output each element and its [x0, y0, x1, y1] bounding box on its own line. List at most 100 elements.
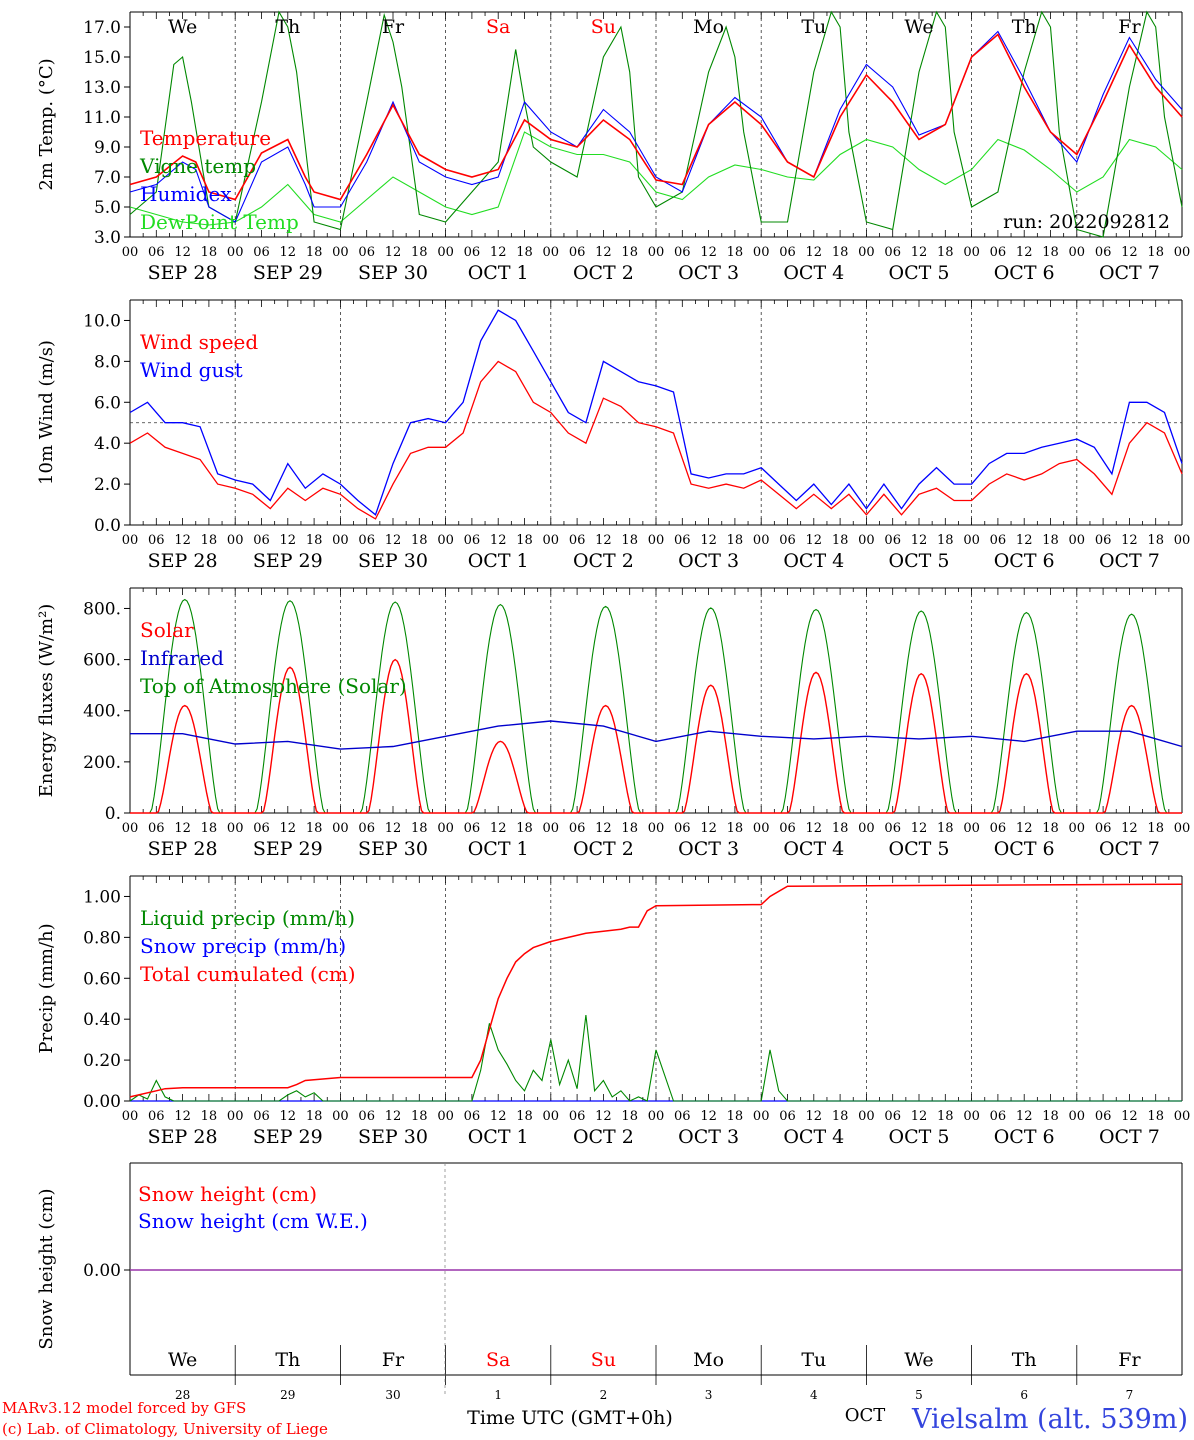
energy-hour-tick-label: 18: [621, 821, 638, 836]
temp-date-label: SEP 28: [148, 262, 218, 284]
precip-hour-tick-label: 00: [227, 1109, 244, 1124]
temp-hour-tick-label: 06: [148, 245, 165, 260]
temp-hour-tick-label: 12: [911, 245, 928, 260]
precip-date-label: OCT 2: [573, 1126, 634, 1148]
precip-date-label: SEP 30: [358, 1126, 428, 1148]
wind-hour-tick-label: 18: [411, 533, 428, 548]
model-credit: MARv3.12 model forced by GFS: [2, 1399, 246, 1417]
temp-date-label: OCT 6: [994, 262, 1055, 284]
precip-date-label: SEP 28: [148, 1126, 218, 1148]
x-axis-title: Time UTC (GMT+0h): [467, 1407, 673, 1429]
energy-date-label: SEP 30: [358, 838, 428, 860]
precip-hour-tick-label: 18: [937, 1109, 954, 1124]
snow-daynum-label: 6: [1020, 1388, 1028, 1402]
temp-weekday-label: Fr: [1118, 16, 1141, 38]
energy-legend-entry: Top of Atmosphere (Solar): [140, 674, 407, 698]
temp-hour-tick-label: 12: [806, 245, 823, 260]
precip-legend-entry: Total cumulated (cm): [140, 962, 356, 986]
precip-ytick-label: 0.20: [83, 1051, 121, 1071]
wind-hour-tick-label: 06: [569, 533, 586, 548]
precip-hour-tick-label: 00: [437, 1109, 454, 1124]
precip-hour-tick-label: 18: [727, 1109, 744, 1124]
temp-series-line: [129, 10, 1183, 238]
temp-hour-tick-label: 06: [464, 245, 481, 260]
temp-weekday-label: Th: [1012, 16, 1037, 38]
energy-ytick-label: 800.: [83, 599, 121, 619]
wind-date-label: OCT 5: [889, 550, 950, 572]
temp-hour-tick-label: 18: [201, 245, 218, 260]
wind-y-axis-label: 10m Wind (m/s): [36, 340, 57, 485]
energy-hour-tick-label: 12: [280, 821, 297, 836]
precip-hour-tick-label: 06: [990, 1109, 1007, 1124]
wind-hour-tick-label: 18: [306, 533, 323, 548]
temp-legend-entry: DewPoint Temp: [140, 210, 299, 234]
temp-hour-tick-label: 12: [1121, 245, 1138, 260]
temp-hour-tick-label: 18: [621, 245, 638, 260]
wind-hour-tick-label: 00: [332, 533, 349, 548]
energy-hour-tick-label: 06: [884, 821, 901, 836]
precip-hour-tick-label: 06: [674, 1109, 691, 1124]
temp-ytick-label: 9.0: [94, 138, 121, 158]
wind-date-label: SEP 28: [148, 550, 218, 572]
energy-hour-tick-label: 12: [174, 821, 191, 836]
snow-legend-entry: Snow height (cm): [138, 1182, 317, 1206]
precip-y-axis-label: Precip (mm/h): [36, 923, 57, 1053]
temp-legend-entry: Vigne temp: [139, 154, 256, 178]
temp-date-label: OCT 5: [889, 262, 950, 284]
precip-date-label: OCT 1: [468, 1126, 529, 1148]
precip-legend-entry: Liquid precip (mm/h): [140, 906, 355, 930]
precip-hour-tick-label: 06: [358, 1109, 375, 1124]
energy-solar-line: [130, 658, 1182, 814]
precip-ytick-label: 0.80: [83, 928, 121, 948]
temp-hour-tick-label: 18: [937, 245, 954, 260]
temp-ytick-label: 3.0: [94, 228, 121, 248]
energy-hour-tick-label: 06: [358, 821, 375, 836]
wind-hour-tick-label: 06: [990, 533, 1007, 548]
energy-ytick-label: 0.: [105, 804, 121, 824]
wind-date-label: OCT 7: [1099, 550, 1160, 572]
precip-hour-tick-label: 00: [543, 1109, 560, 1124]
temp-ytick-label: 7.0: [94, 168, 121, 188]
wind-hour-tick-label: 00: [122, 533, 139, 548]
wind-date-label: SEP 30: [358, 550, 428, 572]
energy-legend-entry: Infrared: [140, 646, 224, 670]
snow-weekday-label: Tu: [801, 1349, 826, 1371]
precip-hour-tick-label: 12: [174, 1109, 191, 1124]
energy-hour-tick-label: 12: [1016, 821, 1033, 836]
temp-hour-tick-label: 00: [122, 245, 139, 260]
temp-weekday-label: Th: [275, 16, 300, 38]
temp-weekday-label: Su: [591, 16, 616, 38]
temp-hour-tick-label: 18: [306, 245, 323, 260]
snow-panel: 0.00 Snow height (cm) Snow height (cm) Snow…: [36, 1162, 1183, 1426]
snow-weekday-label: Su: [591, 1349, 616, 1371]
snow-weekday-label: We: [168, 1349, 197, 1371]
energy-hour-tick-label: 12: [806, 821, 823, 836]
temp-date-label: OCT 3: [678, 262, 739, 284]
wind-hour-tick-label: 00: [648, 533, 665, 548]
wind-hour-tick-label: 12: [1016, 533, 1033, 548]
wind-ytick-label: 8.0: [94, 352, 121, 372]
temp-date-label: OCT 7: [1099, 262, 1160, 284]
precip-hour-tick-label: 06: [148, 1109, 165, 1124]
precip-hour-tick-label: 00: [332, 1109, 349, 1124]
wind-series-line: [129, 309, 1183, 516]
temp-hour-tick-label: 06: [674, 245, 691, 260]
energy-hour-tick-label: 12: [595, 821, 612, 836]
precip-hour-tick-label: 06: [779, 1109, 796, 1124]
energy-hour-tick-label: 12: [1121, 821, 1138, 836]
wind-hour-tick-label: 18: [1147, 533, 1164, 548]
snow-daynum-label: 4: [810, 1388, 818, 1402]
precip-hour-tick-label: 18: [201, 1109, 218, 1124]
wind-hour-tick-label: 00: [543, 533, 560, 548]
wind-ytick-label: 2.0: [94, 475, 121, 495]
energy-hour-tick-label: 00: [1069, 821, 1086, 836]
temp-weekday-label: We: [904, 16, 933, 38]
wind-hour-tick-label: 18: [727, 533, 744, 548]
wind-ytick-label: 0.0: [94, 516, 121, 536]
precip-hour-tick-label: 18: [1042, 1109, 1059, 1124]
temp-weekday-label: Tu: [801, 16, 826, 38]
wind-ytick-label: 10.0: [83, 311, 121, 331]
precip-hour-tick-label: 12: [490, 1109, 507, 1124]
energy-hour-tick-label: 00: [227, 821, 244, 836]
precip-hour-tick-label: 12: [385, 1109, 402, 1124]
